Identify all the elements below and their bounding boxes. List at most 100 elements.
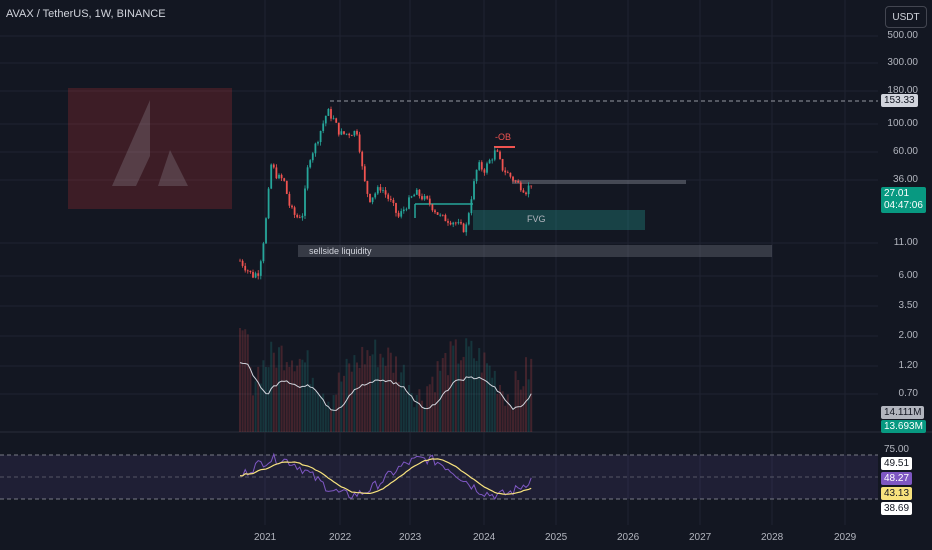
candle-body: [504, 170, 507, 173]
volume-bar: [322, 393, 325, 432]
price-axis-tick: 0.70: [898, 388, 918, 399]
rsi-value-tag: 48.27: [881, 472, 913, 485]
candle-body: [444, 215, 447, 222]
volume-bar: [460, 360, 462, 432]
volume-bar: [410, 393, 413, 432]
volume-bar: [413, 407, 416, 432]
price-axis-tick: 11.00: [893, 237, 918, 248]
volume-bar: [517, 379, 520, 432]
volume-bar: [324, 405, 327, 432]
volume-bar: [246, 334, 249, 432]
candle-body: [332, 118, 335, 120]
volume-bar: [239, 327, 241, 432]
candle-body: [369, 193, 371, 203]
currency-button[interactable]: USDT: [885, 6, 927, 28]
candle-body: [371, 197, 374, 203]
volume-bar: [444, 353, 447, 432]
candle-body: [483, 169, 486, 173]
candle-body: [252, 271, 254, 278]
candle-body: [415, 189, 418, 195]
candle-body: [426, 196, 429, 199]
volume-bar: [431, 376, 434, 432]
volume-bar: [462, 356, 465, 432]
volume-bar: [491, 377, 494, 432]
candle-body: [309, 160, 312, 168]
volume-bar: [309, 384, 312, 432]
volume-bar: [499, 384, 501, 432]
candle-body: [361, 151, 364, 167]
candle-body: [293, 207, 296, 215]
volume-bar: [421, 400, 423, 432]
price-axis-tick: 300.00: [887, 57, 918, 68]
price-axis-tick: 180.00: [887, 85, 918, 96]
volume-bar: [395, 356, 397, 432]
volume-bar: [285, 362, 288, 432]
volume-bar: [280, 345, 283, 432]
time-axis-tick: 2024: [473, 532, 496, 543]
volume-bar: [514, 371, 517, 432]
price-axis-tick: 2.00: [898, 330, 918, 341]
volume-bar: [301, 359, 304, 432]
volume-bar: [400, 372, 403, 432]
candle-body: [296, 214, 299, 218]
volume-bar: [369, 355, 371, 432]
price-axis-tick: 100.00: [887, 118, 918, 129]
volume-bar: [348, 363, 351, 432]
volume-bar: [353, 355, 356, 432]
candle-body: [522, 190, 525, 193]
volume-bar: [374, 339, 377, 432]
volume-bar: [345, 358, 348, 432]
level-price-tag: 153.33: [881, 94, 918, 107]
candle-body: [501, 159, 504, 171]
volume-bar: [405, 393, 408, 432]
volume-bar: [512, 410, 514, 432]
candle-body: [431, 204, 434, 211]
volume-bar: [291, 360, 293, 432]
candle-body: [343, 131, 345, 134]
volume-bar: [288, 366, 291, 432]
rsi-line: [239, 452, 532, 501]
candle-body: [298, 217, 301, 219]
candle-body: [475, 169, 478, 182]
candle-body: [241, 260, 244, 266]
volume-bar: [496, 393, 499, 432]
volume-bar: [275, 367, 278, 432]
candle-body: [454, 222, 457, 224]
candle-body: [418, 189, 421, 197]
candle-body: [239, 260, 241, 262]
volume-bar: [519, 389, 522, 432]
candle-body: [395, 203, 397, 213]
candle-body: [340, 131, 343, 135]
candle-body: [314, 143, 317, 154]
volume-bar: [439, 370, 442, 432]
candle-body: [366, 181, 369, 194]
candle-body: [306, 167, 309, 189]
volume-bar: [509, 405, 512, 432]
volume-bar: [267, 367, 270, 432]
candle-body: [374, 193, 377, 198]
candle-body: [467, 213, 470, 225]
volume-bar: [436, 361, 439, 432]
liquidity-zone: [298, 245, 772, 257]
candle-body: [278, 174, 280, 179]
volume-bar: [296, 365, 299, 432]
volume-bar: [382, 357, 384, 432]
candle-body: [301, 215, 304, 218]
time-axis-tick: 2026: [617, 532, 640, 543]
volume-bar: [506, 394, 509, 432]
candle-body: [457, 222, 460, 224]
fvg-zone: [473, 210, 645, 230]
time-axis-tick: 2025: [545, 532, 568, 543]
volume-bar: [363, 364, 366, 432]
candle-body: [514, 180, 517, 182]
volume-bar: [270, 341, 273, 432]
candle-body: [285, 180, 288, 194]
volume-bar: [254, 381, 257, 432]
volume-bar: [283, 370, 286, 432]
rsi-axis-tick: 75.00: [883, 444, 909, 455]
candle-body: [267, 188, 270, 219]
candle-body: [465, 224, 468, 233]
candle-body: [280, 174, 283, 179]
volume-bar: [379, 353, 382, 432]
